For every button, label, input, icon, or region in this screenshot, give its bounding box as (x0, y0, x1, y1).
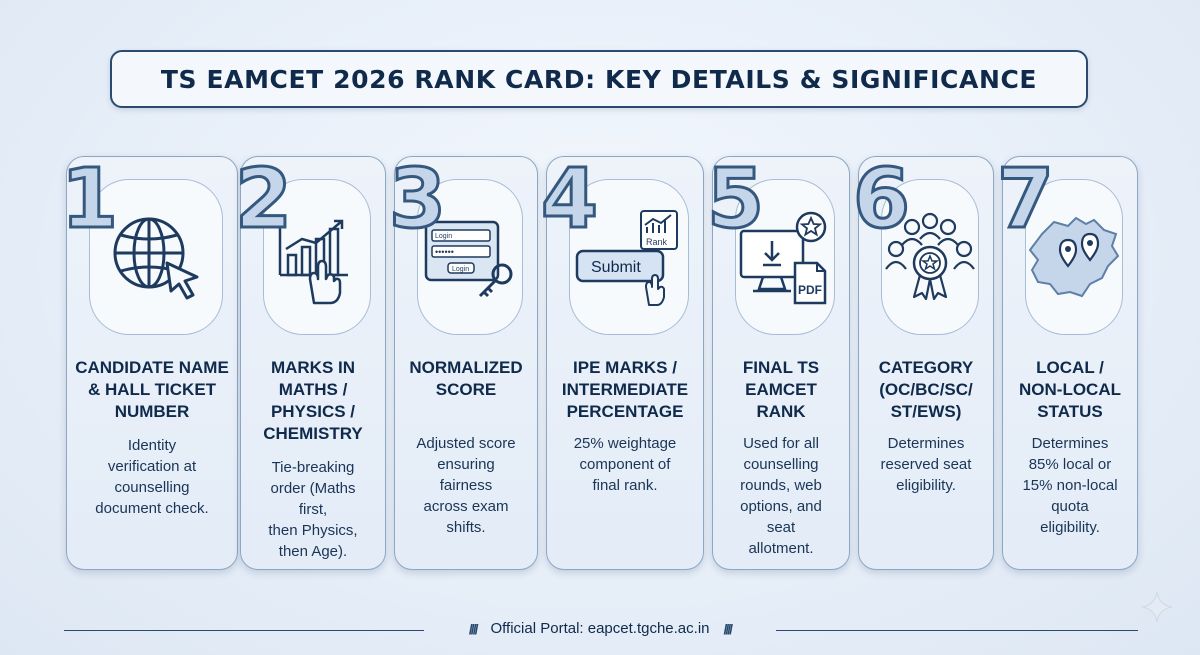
card-category: 6 CATEGORY (OC/BC/SC/ ST/EWS) Determines… (851, 156, 994, 570)
card-desc: Identity verification at counselling doc… (95, 437, 209, 517)
icon-frame: Rank Submit (569, 179, 689, 335)
card-ipe-marks: Rank Submit 4 IPE MARKS / INTERMEDIATE P… (539, 156, 704, 570)
card-marks: 2 MARKS IN MATHS / PHYSICS / CHEMISTRY T… (233, 156, 386, 570)
official-portal-text: Official Portal: eapcet.tgche.ac.in (490, 620, 710, 637)
card-number: 7 (995, 152, 1055, 247)
rank-label: Rank (646, 237, 668, 247)
card-desc: 25% weightage component of final rank. (573, 435, 677, 494)
page-title: TS EAMCET 2026 RANK CARD: KEY DETAILS & … (160, 64, 1038, 94)
card-label: IPE MARKS / INTERMEDIATE PERCENTAGE (561, 358, 689, 421)
submit-label: Submit (591, 259, 641, 276)
card-number: 1 (59, 152, 119, 247)
icon-frame (881, 179, 979, 335)
card-number: 2 (233, 152, 293, 247)
icon-frame: Login •••••• Login (417, 179, 523, 335)
card-number: 4 (539, 152, 599, 247)
footer-hatch-right: //// (723, 620, 733, 637)
card-number: 5 (705, 152, 765, 247)
card-normalized-score: Login •••••• Login 3 NORMALIZED SCORE Ad… (387, 156, 538, 570)
card-local-status: 7 LOCAL / NON-LOCAL STATUS Determines 85… (995, 156, 1138, 570)
card-number: 3 (387, 152, 447, 247)
card-desc: Determines reserved seat eligibility. (880, 435, 972, 494)
card-desc: Tie-breaking order (Maths first, then Ph… (268, 459, 358, 560)
card-number: 6 (851, 152, 911, 247)
map-pin-icon (1028, 216, 1120, 298)
login-key-icon: Login •••••• Login (424, 220, 513, 298)
card-label: NORMALIZED SCORE (409, 358, 523, 399)
card-desc: Determines 85% local or 15% non-local qu… (1022, 435, 1118, 536)
login-field-label: Login (435, 233, 452, 240)
footer: //// Official Portal: eapcet.tgche.ac.in… (0, 620, 1200, 637)
footer-hatch-left: //// (468, 620, 478, 637)
card-label: LOCAL / NON-LOCAL STATUS (1019, 358, 1121, 421)
submit-rank-icon: Rank Submit (575, 210, 678, 306)
card-final-rank: PDF 5 FINAL TS EAMCET RANK Used for all … (705, 156, 850, 570)
icon-frame: PDF (735, 179, 835, 335)
card-label: FINAL TS EAMCET RANK (742, 358, 820, 421)
title-banner: TS EAMCET 2026 RANK CARD: KEY DETAILS & … (110, 50, 1088, 108)
footer-rule-left (64, 630, 424, 631)
login-button-label: Login (452, 266, 469, 273)
card-label: CANDIDATE NAME & HALL TICKET NUMBER (75, 358, 229, 421)
icon-frame (89, 179, 223, 335)
people-badge-icon (885, 212, 975, 301)
globe-cursor-icon (113, 217, 199, 300)
card-label: MARKS IN MATHS / PHYSICS / CHEMISTRY (263, 358, 363, 443)
card-label: CATEGORY (OC/BC/SC/ ST/EWS) (878, 358, 974, 421)
sparkle-icon (1141, 591, 1173, 623)
card-desc: Used for all counselling rounds, web opt… (740, 435, 822, 557)
footer-rule-right (776, 630, 1138, 631)
icon-frame (263, 179, 371, 335)
card-desc: Adjusted score ensuring fairness across … (416, 435, 516, 536)
chart-hand-icon (278, 219, 348, 305)
download-pdf-icon: PDF (739, 211, 827, 305)
card-candidate-name: 1 CANDIDATE NAME & HALL TICKET NUMBER Id… (59, 156, 238, 570)
pdf-label: PDF (798, 283, 822, 297)
password-dots: •••••• (435, 247, 454, 257)
icon-frame (1025, 179, 1123, 335)
